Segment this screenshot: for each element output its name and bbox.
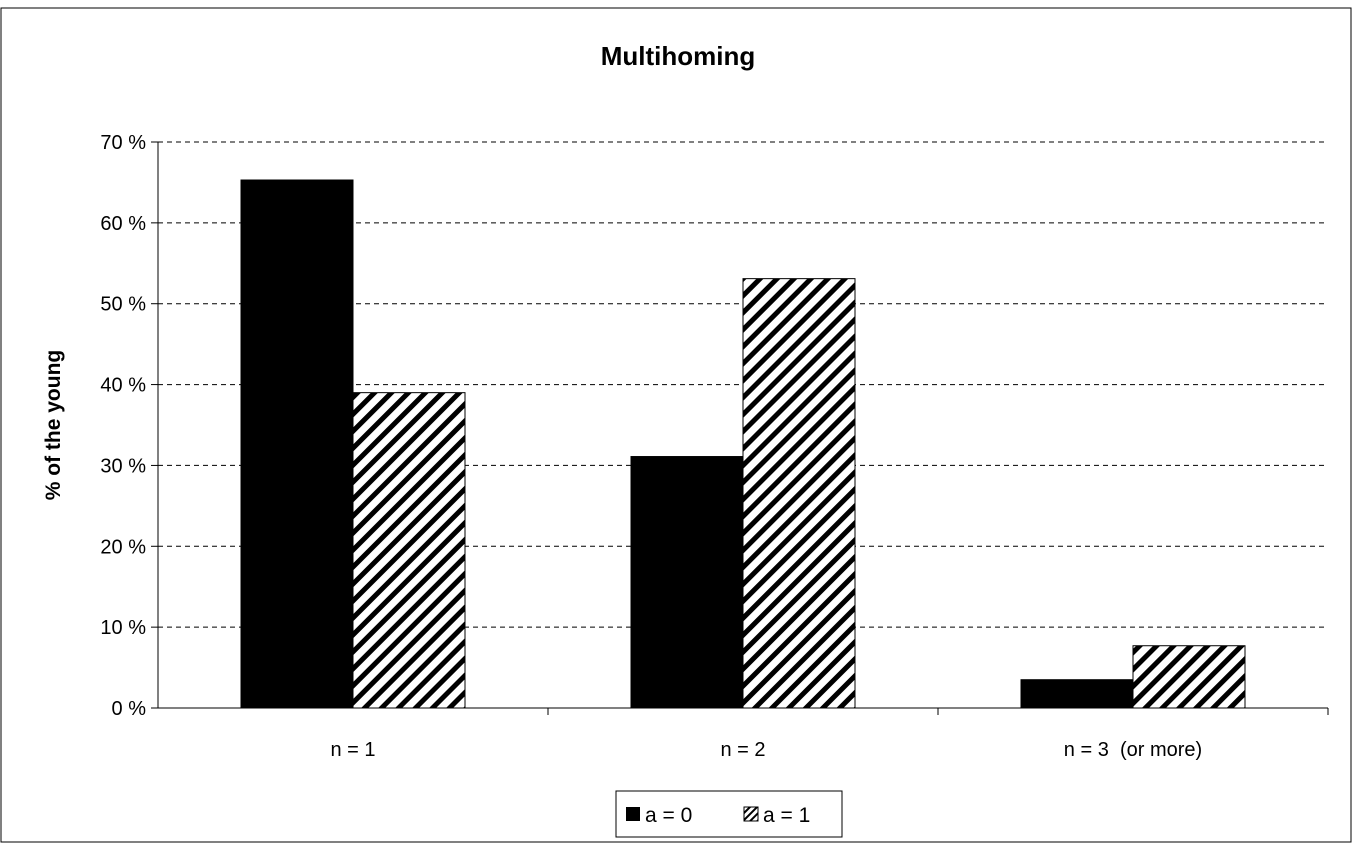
bar-a0-3 [1020,679,1134,709]
y-tick-label: 50 % [100,294,146,316]
x-category-label: n = 3 (or more) [1064,739,1202,761]
y-tick-label: 70 % [100,132,146,154]
y-axis-label: % of the young [42,350,65,501]
legend-label-a1: a = 1 [763,804,810,827]
y-tick-label: 0 % [112,698,147,720]
y-tick-label: 10 % [100,617,146,639]
y-tick-label: 40 % [100,375,146,397]
bars [240,179,1246,709]
chart-border [0,7,1352,843]
bar-a0-2 [630,456,744,709]
axis-labels: 0 % 10 % 20 % 30 % 40 % 50 % 60 % 70 % n = 1 n = … [100,132,1202,761]
axes [151,141,1329,715]
chart-title: Multihoming [601,41,756,71]
bar-a1-3 [1132,645,1246,709]
y-tick-label: 60 % [100,213,146,235]
bar-a0-1 [240,179,354,709]
legend-swatch-a0 [626,807,640,821]
y-tick-label: 20 % [100,536,146,558]
x-category-label: n = 2 [720,739,765,761]
y-tick-label: 30 % [100,455,146,477]
x-category-label: n = 1 [330,739,375,761]
legend-swatch-a1 [743,806,759,822]
legend: a = 0 a = 1 [615,790,843,838]
legend-label-a0: a = 0 [645,804,692,827]
legend-box [615,790,843,838]
bar-a1-2 [742,278,856,709]
bar-a1-1 [352,392,466,709]
